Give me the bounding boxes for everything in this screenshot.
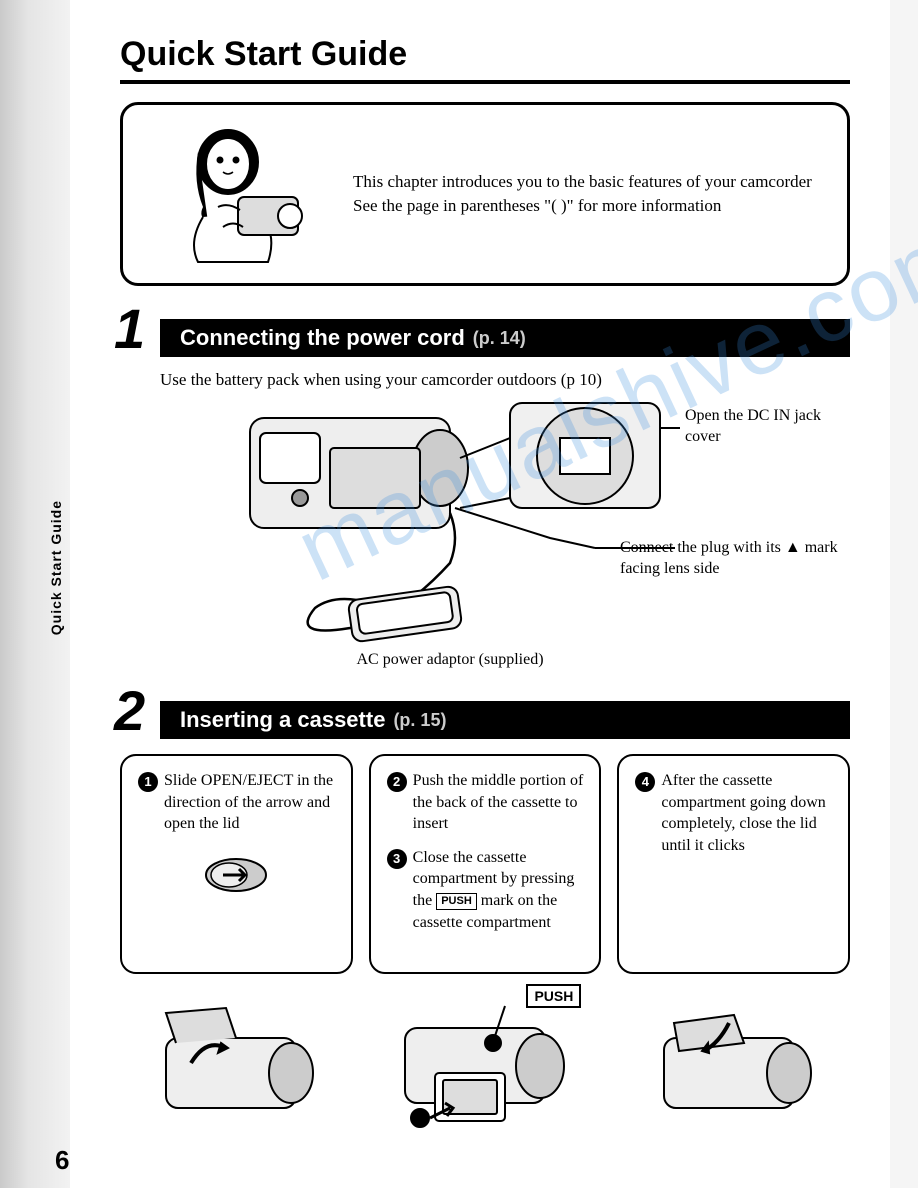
bullet-4: 4 <box>635 772 655 792</box>
intro-box: This chapter introduces you to the basic… <box>120 102 850 286</box>
diagram-open-lid <box>120 988 353 1138</box>
intro-person-illustration <box>143 119 323 269</box>
substep-2-text: Push the middle portion of the back of t… <box>413 770 584 835</box>
substep-3-text: Close the cassette compartment by pressi… <box>413 847 584 933</box>
substep-4-text: After the cassette compartment going dow… <box>661 770 832 856</box>
bottom-diagrams-row: PUSH 2 3 <box>120 988 850 1138</box>
step-1-subtitle: Use the battery pack when using your cam… <box>160 370 850 390</box>
substep-box-1: 1 Slide OPEN/EJECT in the direction of t… <box>120 754 353 974</box>
page-number: 6 <box>55 1145 69 1176</box>
push-inline-label: PUSH <box>436 893 477 910</box>
substeps-row: 1 Slide OPEN/EJECT in the direction of t… <box>120 754 850 974</box>
substep-1-text: Slide OPEN/EJECT in the direction of the… <box>164 770 335 835</box>
bullet-2: 2 <box>387 772 407 792</box>
step-1-diagram: Open the DC IN jack cover Connect the pl… <box>120 398 850 678</box>
substep-box-2: 2 Push the middle portion of the back of… <box>369 754 602 974</box>
push-callout-label: PUSH <box>526 984 581 1008</box>
page-title: Quick Start Guide <box>120 35 850 84</box>
label-dc-in: Open the DC IN jack cover <box>685 406 845 448</box>
step-2-page-ref: (p. 15) <box>393 710 446 731</box>
step-2-title: Inserting a cassette <box>180 707 385 733</box>
label-plug: Connect the plug with its ▲ mark facing … <box>620 538 850 580</box>
label-adaptor: AC power adaptor (supplied) <box>325 650 575 671</box>
step-1-header: 1 Connecting the power cord (p. 14) <box>120 316 850 360</box>
step-2-header: 2 Inserting a cassette (p. 15) <box>120 698 850 742</box>
step-2-number: 2 <box>114 678 145 743</box>
substep-box-3: 4 After the cassette compartment going d… <box>617 754 850 974</box>
intro-text: This chapter introduces you to the basic… <box>353 170 827 218</box>
bullet-3: 3 <box>387 849 407 869</box>
svg-text:2: 2 <box>417 1112 424 1126</box>
step-1-number: 1 <box>114 296 145 361</box>
bullet-1: 1 <box>138 772 158 792</box>
step-1-title: Connecting the power cord <box>180 325 465 351</box>
svg-text:3: 3 <box>490 1039 496 1051</box>
step-1-bar: Connecting the power cord (p. 14) <box>160 319 850 357</box>
manual-page: Quick Start Guide This chapter introduce <box>70 0 890 1188</box>
open-eject-icon <box>138 855 335 895</box>
step-1-page-ref: (p. 14) <box>473 328 526 349</box>
sidebar-tab-label: Quick Start Guide <box>48 500 64 635</box>
diagram-close-lid <box>617 988 850 1138</box>
diagram-insert-cassette: PUSH 2 3 <box>369 988 602 1138</box>
step-2-bar: Inserting a cassette (p. 15) <box>160 701 850 739</box>
